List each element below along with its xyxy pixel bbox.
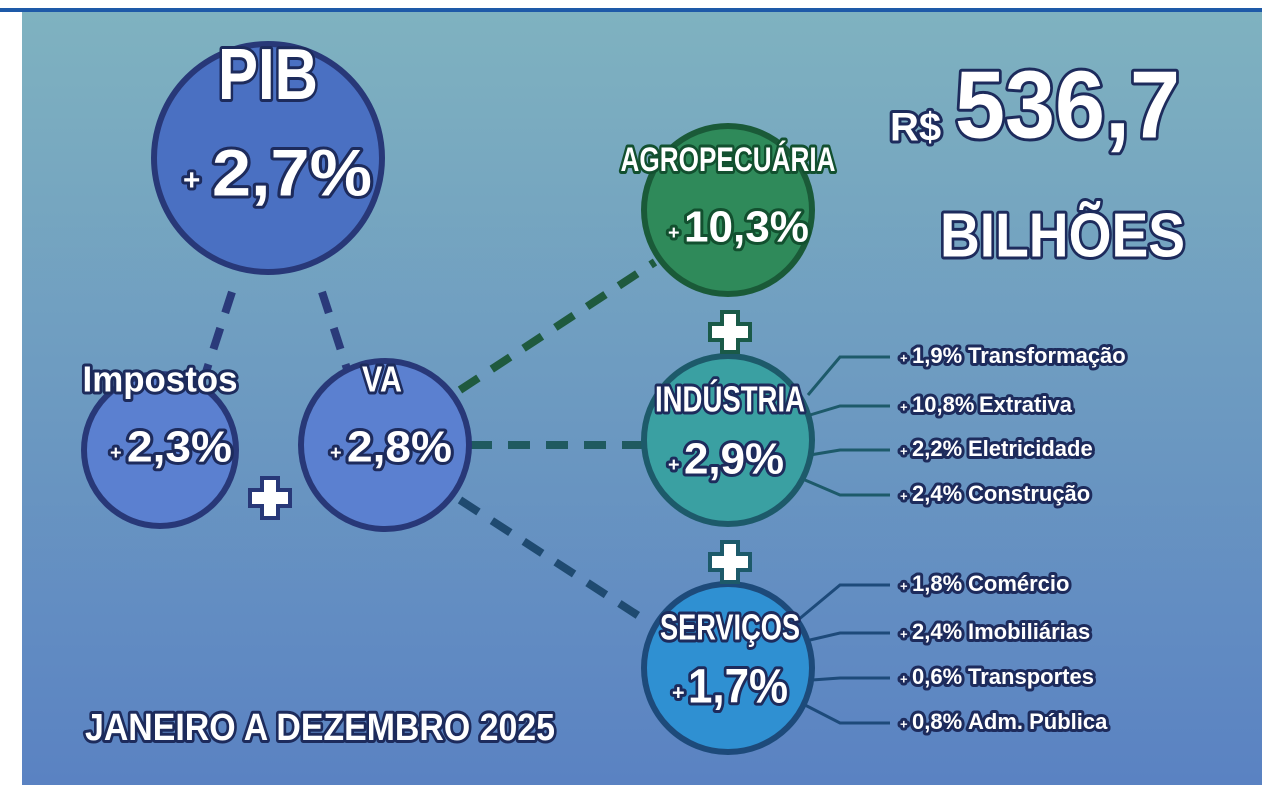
node-value: 2,9% xyxy=(684,435,784,484)
item-change: 2,4% xyxy=(912,619,962,644)
item-change: 0,6% xyxy=(912,664,962,689)
item-sign: + xyxy=(900,671,908,686)
item-change: 1,8% xyxy=(912,571,962,596)
node-sign: + xyxy=(668,454,680,476)
item-name: Imobiliárias xyxy=(968,619,1090,644)
node-value: 2,3% xyxy=(127,423,232,472)
currency-prefix: R$ xyxy=(890,106,941,150)
headline-unit: BILHÕES xyxy=(940,201,1185,270)
item-name: Comércio xyxy=(968,571,1069,596)
item-sign: + xyxy=(900,488,908,503)
headline-amount: 536,7 xyxy=(955,51,1180,158)
node-value: 10,3% xyxy=(684,203,809,252)
period: JANEIRO A DEZEMBRO 2025 xyxy=(85,707,555,749)
top-rule xyxy=(0,8,1262,12)
node-label: AGROPECUÁRIA xyxy=(621,141,836,179)
item-change: 10,8% xyxy=(912,392,974,417)
item-sign: + xyxy=(900,443,908,458)
item-sign: + xyxy=(900,399,908,414)
node-sign: + xyxy=(330,442,342,464)
item-name: Construção xyxy=(968,481,1090,506)
item-change: 2,4% xyxy=(912,481,962,506)
item-name: Transformação xyxy=(968,343,1126,368)
node-label: SERVIÇOS xyxy=(660,607,800,648)
node-label: INDÚSTRIA xyxy=(655,378,805,420)
node-sign: + xyxy=(672,680,685,705)
node-sign: + xyxy=(183,164,200,197)
item-sign: + xyxy=(900,350,908,365)
item-change: 1,9% xyxy=(912,343,962,368)
item-name: Transportes xyxy=(968,664,1094,689)
node-value: 2,8% xyxy=(347,423,452,472)
item-sign: + xyxy=(900,716,908,731)
item-sign: + xyxy=(900,578,908,593)
item-name: Adm. Pública xyxy=(968,709,1108,734)
item-name: Eletricidade xyxy=(968,436,1093,461)
item-name: Extrativa xyxy=(979,392,1073,417)
item-sign: + xyxy=(900,626,908,641)
node-label: PIB xyxy=(218,35,318,115)
node-value: 2,7% xyxy=(212,135,372,209)
infographic: R$ 536,7 BILHÕES JANEIRO A DEZEMBRO 2025… xyxy=(0,0,1267,789)
node-label: VA xyxy=(362,359,402,400)
node-value: 1,7% xyxy=(688,661,788,714)
item-change: 0,8% xyxy=(912,709,962,734)
node-sign: + xyxy=(668,222,680,244)
node-sign: + xyxy=(110,442,122,464)
node-label: Impostos xyxy=(83,359,238,400)
item-change: 2,2% xyxy=(912,436,962,461)
